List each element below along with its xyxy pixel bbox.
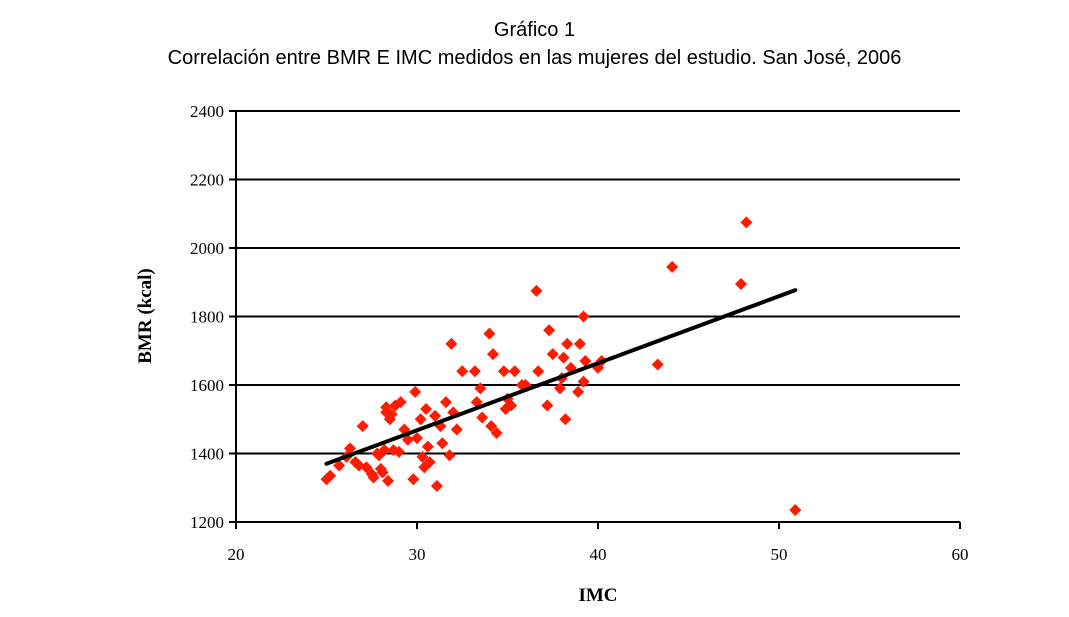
data-point: [573, 337, 586, 350]
x-tick-label: 30: [409, 545, 426, 564]
data-point: [380, 401, 393, 414]
data-point: [487, 348, 500, 361]
data-point: [483, 327, 496, 340]
y-tick-label: 2200: [190, 171, 224, 190]
data-point: [385, 408, 398, 421]
data-point: [436, 437, 449, 450]
data-point: [439, 396, 452, 409]
data-point: [420, 402, 433, 415]
data-point: [530, 284, 543, 297]
trend-line: [324, 288, 798, 466]
data-point: [409, 385, 422, 398]
x-tick-label: 20: [228, 545, 245, 564]
data-point: [572, 385, 585, 398]
data-point: [443, 449, 456, 462]
data-point: [532, 365, 545, 378]
data-point: [497, 365, 510, 378]
data-point: [367, 471, 380, 484]
y-tick-label: 2000: [190, 239, 224, 258]
x-tick-label: 40: [590, 545, 607, 564]
data-point: [450, 423, 463, 436]
data-point: [416, 450, 429, 463]
y-tick-label: 1200: [190, 513, 224, 532]
data-point: [456, 365, 469, 378]
data-point: [423, 456, 436, 469]
data-point: [508, 365, 521, 378]
data-point: [490, 426, 503, 439]
y-tick-label: 1400: [190, 445, 224, 464]
data-point: [429, 409, 442, 422]
data-point: [394, 396, 407, 409]
data-point: [392, 445, 405, 458]
data-point: [382, 474, 395, 487]
y-tick-label: 2400: [190, 102, 224, 121]
data-point: [666, 260, 679, 273]
data-point: [376, 466, 389, 479]
data-point: [468, 365, 481, 378]
data-points: [320, 216, 802, 517]
data-point: [485, 420, 498, 433]
data-point: [740, 216, 753, 229]
data-point: [579, 355, 592, 368]
y-tick-label: 1600: [190, 376, 224, 395]
data-point: [557, 351, 570, 364]
data-point: [356, 420, 369, 433]
data-point: [734, 277, 747, 290]
data-point: [476, 411, 489, 424]
data-point: [411, 432, 423, 445]
data-point: [543, 324, 556, 337]
data-point: [505, 399, 518, 412]
data-point: [651, 358, 664, 371]
data-point: [344, 442, 357, 455]
data-point: [541, 399, 554, 412]
data-point: [789, 504, 802, 517]
data-point: [333, 459, 346, 472]
y-ticks: 1200 1400 1600 1800 2000 2200 2400: [190, 102, 236, 532]
chart-subtitle: Correlación entre BMR E IMC medidos en l…: [167, 47, 902, 69]
y-axis-title: BMR (kcal): [135, 268, 156, 364]
x-tick-label: 50: [771, 545, 788, 564]
data-point: [553, 382, 566, 395]
data-point: [445, 337, 458, 350]
y-tick-label: 1800: [190, 308, 224, 327]
data-point: [561, 337, 574, 350]
data-point: [474, 382, 487, 395]
x-ticks: 20 30 40 50 60: [228, 522, 969, 564]
x-axis-title: IMC: [578, 585, 617, 606]
data-point: [378, 444, 391, 457]
data-point: [324, 469, 337, 482]
data-point: [577, 310, 590, 323]
data-point: [421, 440, 434, 453]
data-point: [559, 413, 572, 426]
x-tick-label: 60: [952, 545, 969, 564]
data-point: [407, 473, 420, 486]
data-point: [430, 480, 443, 493]
data-point: [546, 348, 559, 361]
data-point: [360, 461, 373, 474]
gridlines: [236, 110, 960, 455]
chart-title: Gráfico 1: [493, 19, 576, 41]
data-point: [414, 413, 427, 426]
data-point: [577, 375, 590, 388]
